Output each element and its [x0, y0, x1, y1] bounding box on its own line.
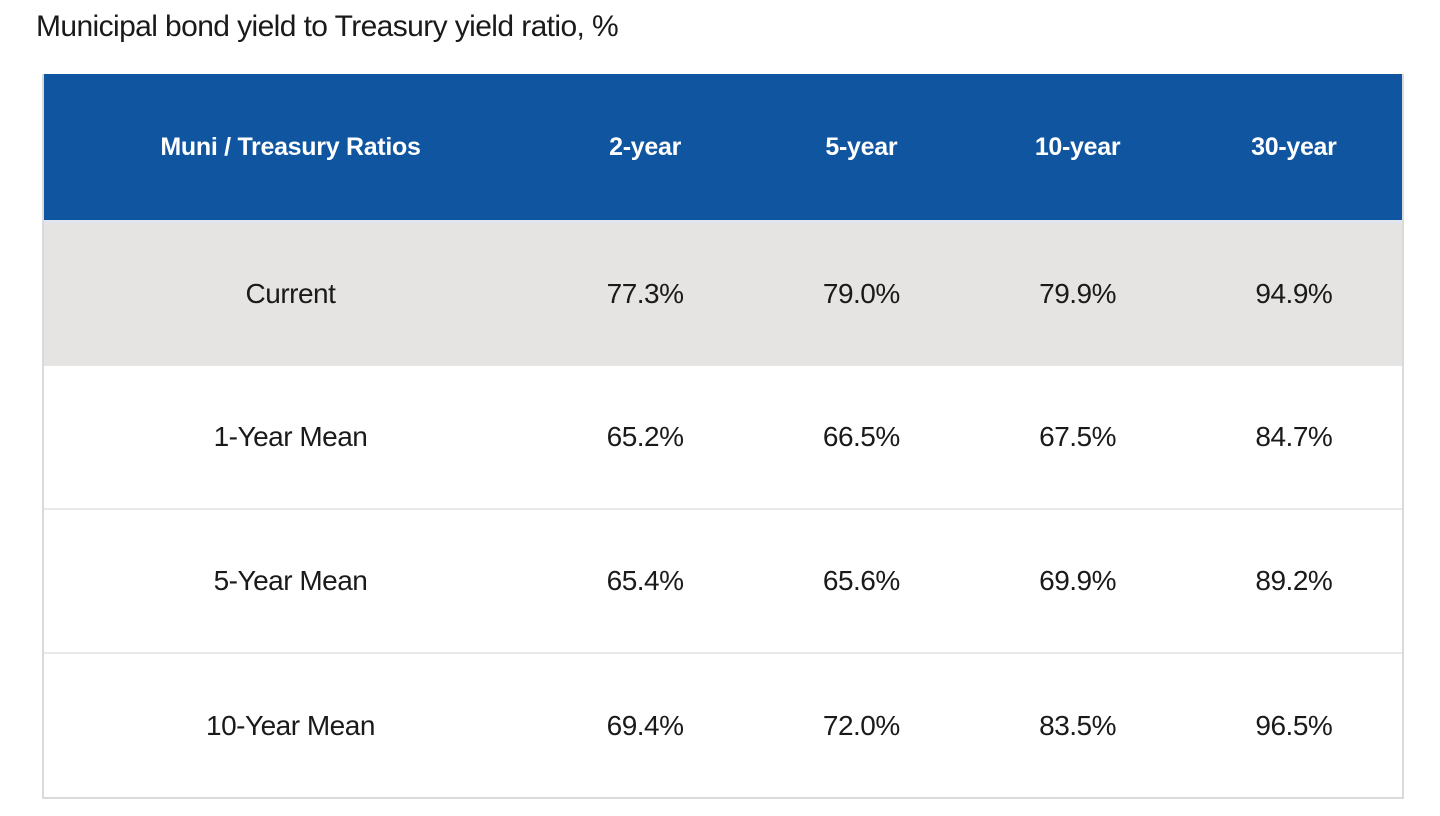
ratio-value-cell: 77.3%: [536, 221, 754, 366]
ratio-value-cell: 83.5%: [969, 652, 1186, 797]
ratio-value-cell: 69.4%: [536, 652, 754, 797]
ratio-value-cell: 69.9%: [969, 507, 1186, 654]
muni-treasury-ratios-table: Muni / Treasury Ratios 2-year 5-year 10-yea…: [44, 74, 1402, 797]
ratio-value-cell: 94.9%: [1185, 221, 1402, 366]
ratio-value-cell: 96.5%: [1185, 652, 1402, 797]
col-header-5-year: 5-year: [753, 74, 970, 223]
col-header-30-year: 30-year: [1185, 74, 1402, 223]
ratio-value-cell: 84.7%: [1185, 365, 1402, 509]
ratio-value-cell: 65.6%: [753, 507, 970, 654]
col-header-10-year: 10-year: [969, 74, 1186, 223]
row-label: 5-Year Mean: [44, 507, 537, 654]
table-header-row: Muni / Treasury Ratios 2-year 5-year 10-yea…: [44, 74, 1402, 223]
ratio-value-cell: 79.9%: [969, 221, 1186, 366]
ratio-value-cell: 67.5%: [969, 365, 1186, 509]
ratio-value-cell: 65.4%: [536, 507, 754, 654]
table-row: 1-Year Mean 65.2% 66.5% 67.5% 84.7%: [44, 365, 1402, 509]
ratio-value-cell: 79.0%: [753, 221, 970, 366]
table-row: 5-Year Mean 65.4% 65.6% 69.9% 89.2%: [44, 507, 1402, 654]
row-label: Current: [44, 221, 537, 366]
page-title: Municipal bond yield to Treasury yield r…: [36, 10, 619, 43]
row-label: 1-Year Mean: [44, 365, 537, 509]
col-header-2-year: 2-year: [536, 74, 754, 223]
ratio-value-cell: 72.0%: [753, 652, 970, 797]
ratio-value-cell: 89.2%: [1185, 507, 1402, 654]
ratio-value-cell: 65.2%: [536, 365, 754, 509]
table-row: Current 77.3% 79.0% 79.9% 94.9%: [44, 221, 1402, 366]
table-row: 10-Year Mean 69.4% 72.0% 83.5% 96.5%: [44, 652, 1402, 797]
ratio-value-cell: 66.5%: [753, 365, 970, 509]
table-body: Current 77.3% 79.0% 79.9% 94.9% 1-Year Mean 65…: [44, 221, 1402, 797]
ratios-table-container: Muni / Treasury Ratios 2-year 5-year 10-yea…: [42, 74, 1404, 799]
col-header-row-labels: Muni / Treasury Ratios: [44, 74, 537, 223]
row-label: 10-Year Mean: [44, 652, 537, 797]
